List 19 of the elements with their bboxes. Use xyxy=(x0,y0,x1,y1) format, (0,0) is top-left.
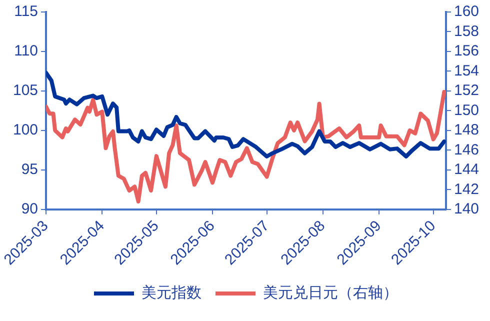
y-tick-label: 95 xyxy=(21,161,38,178)
y-tick-label: 100 xyxy=(12,122,38,139)
y2-tick-label: 146 xyxy=(454,141,480,158)
y-tick-label: 90 xyxy=(21,200,38,218)
y2-tick-label: 148 xyxy=(454,122,480,139)
legend-label: 美元兑日元（右轴） xyxy=(263,284,398,302)
y-tick-label: 115 xyxy=(14,3,38,20)
y2-tick-label: 152 xyxy=(454,82,480,100)
y2-tick-label: 142 xyxy=(454,180,480,198)
y-tick-label: 105 xyxy=(12,82,38,100)
y2-tick-label: 160 xyxy=(454,3,480,20)
y2-tick-label: 140 xyxy=(454,200,480,218)
y2-tick-label: 158 xyxy=(454,22,480,40)
y2-tick-label: 156 xyxy=(454,42,480,60)
y2-tick-label: 150 xyxy=(454,102,480,119)
y2-tick-label: 144 xyxy=(454,161,480,178)
y-tick-label: 110 xyxy=(14,42,38,60)
y2-tick-label: 154 xyxy=(454,62,480,80)
legend-label: 美元指数 xyxy=(142,284,202,302)
